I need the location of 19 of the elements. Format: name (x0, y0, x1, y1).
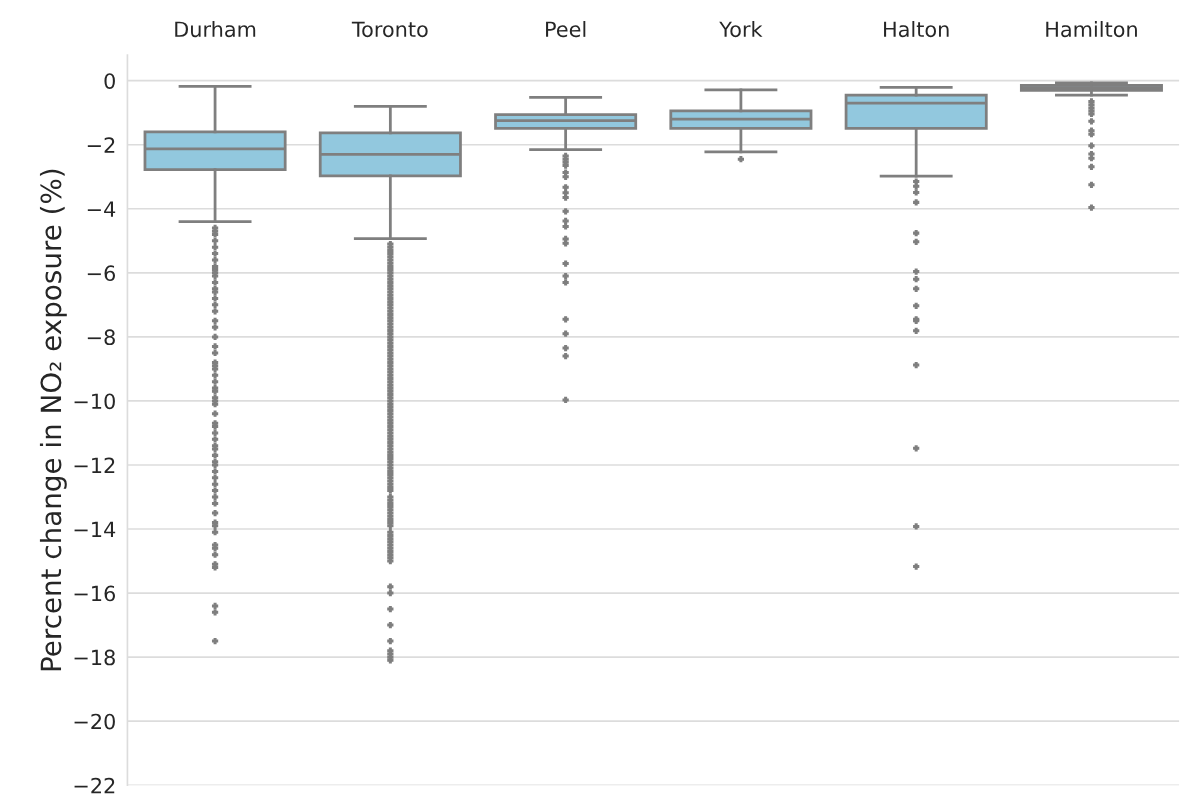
x-tick-label: Halton (884, 21, 949, 38)
x-tick-label: York (719, 21, 763, 38)
y-tick-label: 0 (104, 73, 115, 89)
y-tick-label: −8 (87, 329, 115, 346)
x-tick-label: Toronto (351, 21, 428, 38)
y-tick-label: −12 (74, 457, 115, 473)
y-tick-label: −18 (74, 649, 115, 666)
y-tick-label: −2 (87, 137, 115, 153)
y-tick-label: −4 (87, 201, 116, 217)
x-tick-label: Hamilton (1046, 21, 1137, 38)
y-tick-label: −22 (74, 777, 115, 794)
x-tick-label: Durham (175, 21, 256, 38)
y-tick-label: −14 (74, 521, 116, 537)
y-axis-title: Percent change in NO₂ exposure (%) (39, 169, 67, 671)
y-tick-label: −10 (74, 393, 115, 410)
y-tick-label: −6 (87, 265, 116, 282)
x-tick-label: Peel (546, 21, 586, 38)
y-tick-label: −20 (74, 713, 115, 730)
y-tick-label: −16 (74, 585, 116, 602)
